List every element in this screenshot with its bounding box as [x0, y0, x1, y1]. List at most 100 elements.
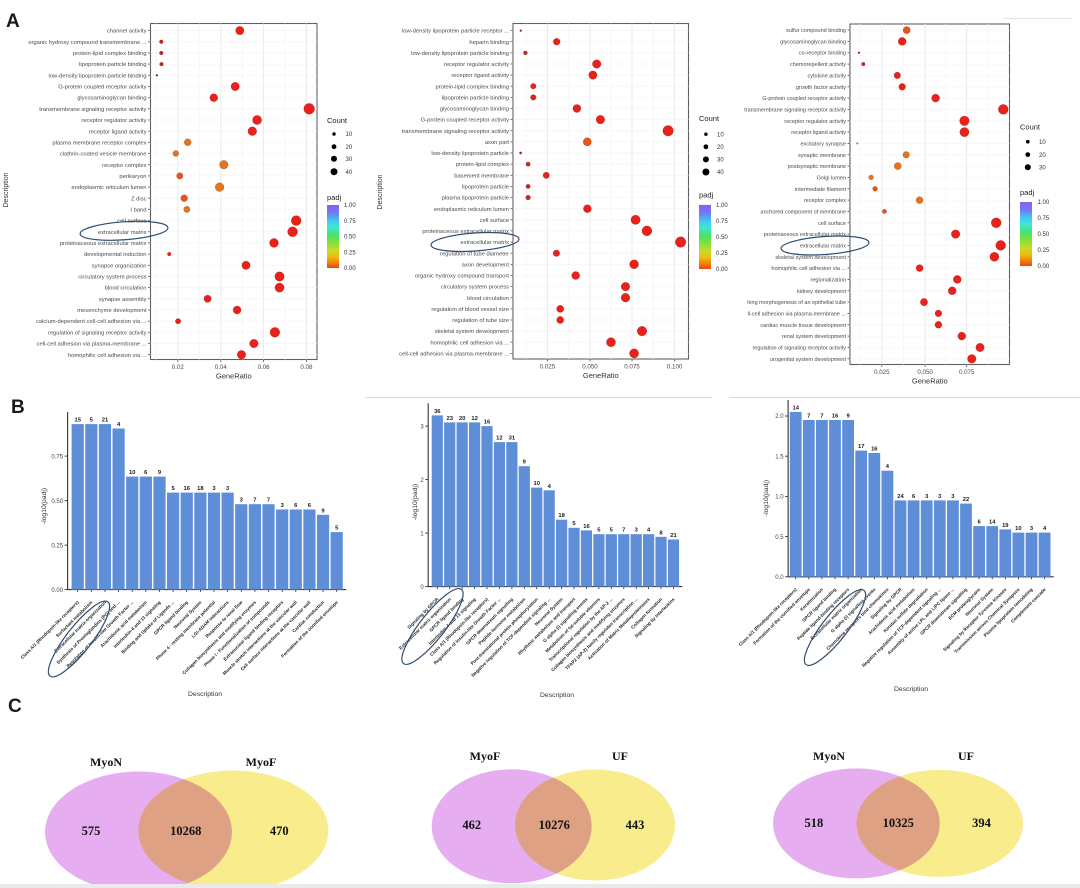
svg-text:7: 7: [820, 414, 823, 420]
svg-text:lipoprotein particle binding: lipoprotein particle binding: [442, 96, 509, 102]
svg-text:0.050: 0.050: [582, 364, 598, 371]
svg-text:Count: Count: [699, 114, 720, 123]
svg-text:Count: Count: [1020, 123, 1041, 132]
svg-text:4: 4: [647, 528, 651, 534]
svg-text:6: 6: [308, 503, 312, 509]
svg-text:GeneRatio: GeneRatio: [216, 372, 252, 381]
svg-text:31: 31: [509, 436, 516, 442]
svg-text:receptor regulator activity: receptor regulator activity: [444, 62, 509, 68]
svg-text:0.100: 0.100: [667, 364, 683, 371]
svg-text:0.5: 0.5: [775, 535, 784, 541]
svg-text:2.0: 2.0: [775, 414, 784, 420]
svg-text:urogenital system development: urogenital system development: [770, 357, 847, 363]
svg-text:Z disc: Z disc: [131, 196, 147, 202]
svg-text:0.25: 0.25: [51, 543, 63, 549]
svg-text:36: 36: [434, 409, 441, 415]
svg-text:synapse organization: synapse organization: [92, 263, 147, 269]
svg-text:1.00: 1.00: [1038, 200, 1050, 206]
svg-text:17: 17: [858, 444, 864, 450]
svg-text:5: 5: [610, 528, 614, 534]
svg-text:blood circulation: blood circulation: [105, 286, 147, 292]
svg-text:extracellular matrix: extracellular matrix: [460, 240, 509, 246]
svg-text:cell-cell adhesion via plasma-: cell-cell adhesion via plasma-membrane .…: [399, 352, 509, 358]
svg-text:transmembrane signaling recept: transmembrane signaling receptor activit…: [402, 129, 509, 135]
svg-text:postsynaptic membrane: postsynaptic membrane: [788, 164, 846, 170]
svg-text:Description: Description: [377, 174, 384, 209]
svg-text:4: 4: [886, 464, 890, 470]
svg-text:skeletal system development: skeletal system development: [775, 255, 846, 261]
svg-text:6: 6: [294, 503, 298, 509]
svg-text:Description: Description: [3, 172, 10, 207]
svg-text:40: 40: [346, 170, 353, 176]
svg-text:30: 30: [346, 157, 353, 163]
svg-text:9: 9: [321, 508, 325, 514]
svg-text:I band: I band: [130, 208, 146, 214]
svg-text:7: 7: [253, 498, 256, 504]
svg-text:10276: 10276: [539, 818, 570, 832]
svg-text:3: 3: [1030, 526, 1034, 532]
svg-text:protein-lipid complex binding: protein-lipid complex binding: [436, 84, 509, 90]
svg-text:4: 4: [117, 422, 121, 428]
svg-text:470: 470: [270, 824, 289, 838]
svg-text:5: 5: [171, 486, 175, 492]
svg-text:21: 21: [102, 418, 109, 424]
svg-text:transmembrane signaling recept: transmembrane signaling receptor activit…: [39, 107, 146, 113]
svg-text:0.025: 0.025: [540, 364, 556, 371]
svg-text:mesenchyme development: mesenchyme development: [77, 308, 147, 314]
svg-text:UF: UF: [958, 749, 974, 763]
svg-text:organic hydroxy compound trans: organic hydroxy compound transport: [415, 274, 509, 280]
svg-text:receptor complex: receptor complex: [102, 163, 147, 169]
svg-text:low-density lipoprotein partic: low-density lipoprotein particle recepto…: [402, 29, 509, 35]
svg-text:1.5: 1.5: [775, 454, 784, 460]
svg-text:A: A: [6, 11, 20, 32]
svg-text:0.25: 0.25: [344, 250, 356, 256]
svg-text:proteinaceous extracellular ma: proteinaceous extracellular matrix: [422, 229, 509, 235]
svg-text:0.75: 0.75: [1038, 216, 1050, 222]
svg-text:regulation of tube size: regulation of tube size: [452, 318, 509, 324]
svg-text:30: 30: [1039, 165, 1046, 171]
svg-text:3: 3: [635, 528, 639, 534]
svg-text:cell-cell adhesion via plasma-: cell-cell adhesion via plasma-membrane .…: [37, 342, 147, 348]
svg-text:0.050: 0.050: [917, 369, 933, 376]
svg-text:padj: padj: [1020, 188, 1035, 197]
svg-text:lipoprotein particle binding: lipoprotein particle binding: [79, 62, 146, 68]
svg-text:basement membrane: basement membrane: [454, 173, 509, 179]
svg-text:462: 462: [462, 818, 481, 832]
svg-text:0.50: 0.50: [344, 235, 356, 241]
svg-text:6: 6: [977, 520, 981, 526]
svg-text:anchored component of membrane: anchored component of membrane: [760, 209, 846, 215]
svg-text:0.25: 0.25: [716, 251, 728, 257]
svg-text:0.0: 0.0: [775, 575, 784, 581]
svg-text:1.00: 1.00: [344, 203, 356, 209]
svg-text:Description: Description: [188, 691, 222, 698]
svg-text:glycosaminoglycan binding: glycosaminoglycan binding: [77, 96, 146, 102]
svg-text:8: 8: [659, 530, 663, 536]
svg-text:plasma lipoprotein particle: plasma lipoprotein particle: [442, 196, 509, 202]
svg-text:10: 10: [1039, 140, 1046, 146]
svg-text:5: 5: [335, 526, 339, 532]
svg-text:20: 20: [1039, 153, 1046, 159]
svg-text:-log10(padj): -log10(padj): [763, 480, 770, 516]
svg-text:excitatory synapse: excitatory synapse: [800, 141, 846, 147]
svg-text:10: 10: [129, 470, 135, 476]
svg-text:regulation of signaling recept: regulation of signaling receptor activit…: [48, 330, 147, 336]
svg-text:padj: padj: [699, 191, 714, 200]
svg-text:protein-lipid complex: protein-lipid complex: [456, 162, 509, 168]
svg-text:homophilic cell adhesion via .: homophilic cell adhesion via ...: [430, 340, 509, 346]
svg-text:blood circulation: blood circulation: [467, 296, 509, 302]
svg-text:heparin binding: heparin binding: [469, 40, 509, 46]
svg-text:2: 2: [420, 478, 424, 484]
svg-text:394: 394: [972, 816, 992, 830]
svg-text:cardiac muscle tissue developm: cardiac muscle tissue development: [760, 323, 846, 329]
svg-text:low-density lipoprotein partic: low-density lipoprotein particle binding: [49, 73, 147, 79]
svg-text:circulatory system process: circulatory system process: [78, 275, 146, 281]
svg-text:7: 7: [267, 498, 270, 504]
svg-text:G-protein coupled receptor act: G-protein coupled receptor activity: [421, 118, 509, 124]
svg-text:443: 443: [626, 818, 645, 832]
svg-text:12: 12: [471, 416, 477, 422]
svg-text:10: 10: [533, 481, 539, 487]
svg-text:0.25: 0.25: [1038, 248, 1050, 254]
svg-text:15: 15: [74, 418, 81, 424]
svg-text:22: 22: [963, 497, 969, 503]
svg-text:3: 3: [925, 494, 929, 500]
